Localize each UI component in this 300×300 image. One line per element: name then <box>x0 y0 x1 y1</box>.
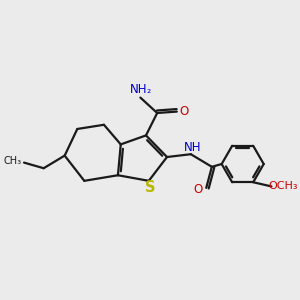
Text: NH: NH <box>184 141 201 154</box>
Text: S: S <box>145 179 155 194</box>
Text: NH: NH <box>130 83 148 96</box>
Text: ₂: ₂ <box>146 85 150 95</box>
Text: CH₃: CH₃ <box>4 156 22 166</box>
Text: O: O <box>194 183 203 196</box>
Text: O: O <box>179 104 188 118</box>
Text: OCH₃: OCH₃ <box>268 181 298 191</box>
